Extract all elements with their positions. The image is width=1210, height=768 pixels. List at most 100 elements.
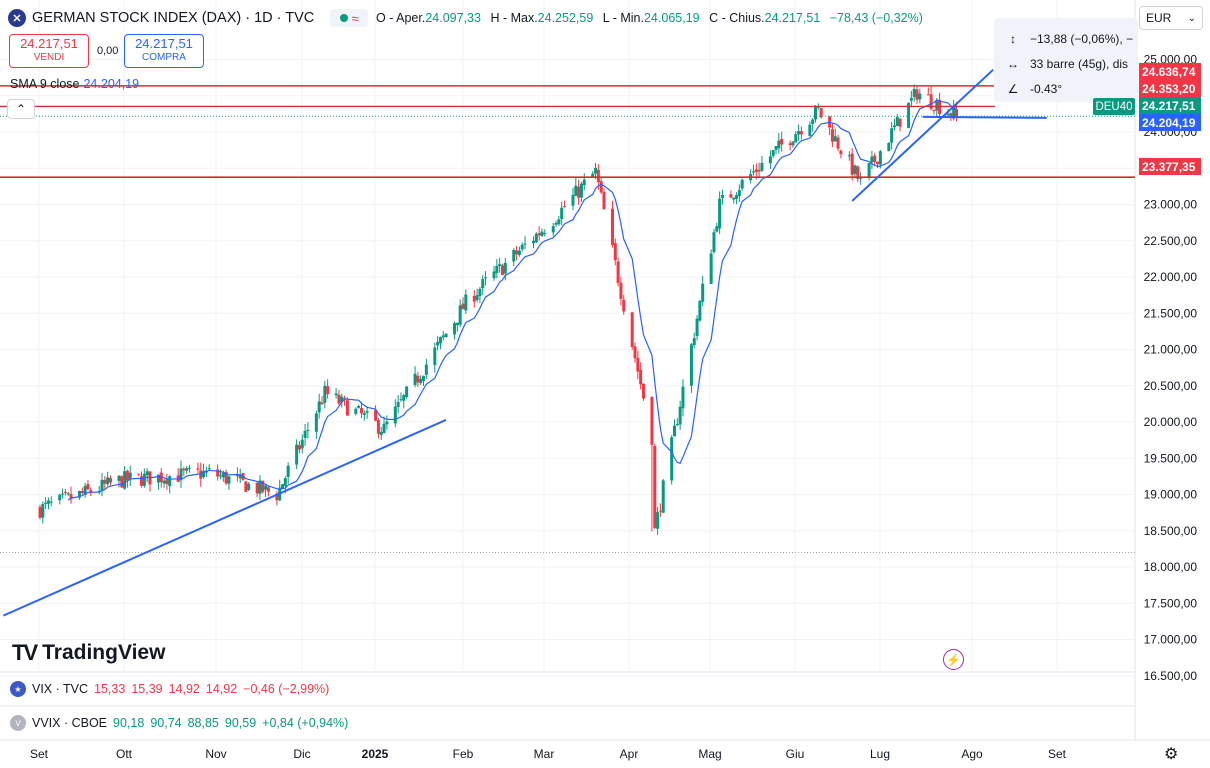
candle-body: [283, 478, 287, 486]
candle-body: [100, 479, 104, 492]
candle-body: [610, 208, 614, 245]
candle-body: [639, 370, 643, 385]
indicator-name: VIX · TVC: [32, 682, 89, 696]
candle-body: [661, 480, 665, 513]
candle-body: [261, 480, 265, 492]
sell-label: VENDI: [33, 52, 65, 63]
y-tick-label: 19.000,00: [1144, 488, 1198, 502]
candle-body: [932, 110, 936, 112]
buy-button[interactable]: 24.217,51 COMPRA: [124, 34, 204, 68]
candle-body: [656, 512, 660, 529]
candle-body: [455, 322, 459, 326]
sell-button[interactable]: 24.217,51 VENDI: [9, 34, 89, 68]
indicator-high: 90,74: [150, 716, 182, 730]
buy-label: COMPRA: [142, 52, 186, 63]
candle-body: [300, 439, 304, 449]
lightning-icon[interactable]: ⚡: [943, 649, 964, 670]
candle-body: [918, 93, 922, 100]
angle-icon: ∠: [1007, 82, 1019, 96]
candle-body: [819, 108, 823, 118]
x-tick-label: 2025: [362, 747, 389, 761]
currency-select[interactable]: EUR ⌄: [1139, 6, 1203, 30]
vvix-icon: V: [10, 715, 26, 731]
candles-group: [38, 84, 958, 535]
indicator-vvix[interactable]: V VVIX · CBOE 90,18 90,74 88,85 90,59 +0…: [10, 713, 348, 733]
price-range-icon: ↕: [1010, 32, 1016, 46]
candle-body: [839, 150, 843, 155]
candle-body: [281, 484, 285, 489]
collapse-legend-button[interactable]: ⌃: [7, 99, 35, 119]
candle-body: [596, 169, 600, 182]
candle-body: [393, 406, 397, 424]
candle-body: [650, 397, 654, 445]
candle-body: [492, 271, 496, 279]
candle-body: [416, 375, 420, 383]
low-label: L - Min.: [602, 11, 644, 25]
measure-angle: -0.43°: [1030, 82, 1063, 96]
tradingview-logo[interactable]: TV TradingView: [12, 640, 165, 666]
candle-body: [794, 134, 798, 143]
price-tag-last: 24.217,51: [1139, 97, 1201, 114]
candle-body: [720, 195, 724, 199]
candle-body: [458, 305, 462, 325]
candle-body: [218, 475, 222, 477]
candle-body: [523, 243, 527, 245]
candle-body: [757, 170, 761, 172]
candle-body: [137, 473, 141, 475]
candle-body: [836, 137, 840, 149]
candle-body: [500, 265, 504, 275]
candle-body: [362, 412, 366, 415]
y-tick-label: 16.500,00: [1144, 669, 1198, 683]
candle-body: [433, 347, 437, 366]
candle-body: [275, 493, 279, 501]
candle-body: [574, 185, 578, 196]
candle-body: [399, 399, 403, 401]
indicator-change: −0,46 (−2,99%): [243, 682, 330, 696]
candle-body: [106, 477, 110, 485]
candle-body: [422, 376, 426, 381]
candle-body: [405, 386, 409, 397]
x-tick-label: Ago: [961, 747, 983, 761]
candle-body: [830, 129, 834, 142]
candle-body: [622, 299, 626, 312]
candle-body: [264, 485, 268, 490]
candle-body: [89, 490, 93, 493]
x-tick-label: Giu: [786, 747, 805, 761]
x-tick-label: Nov: [205, 747, 226, 761]
symbol-title[interactable]: GERMAN STOCK INDEX (DAX) · 1D · TVC: [32, 10, 315, 26]
y-tick-label: 18.500,00: [1144, 524, 1198, 538]
candle-body: [754, 169, 758, 173]
candle-body: [811, 119, 815, 125]
candle-body: [633, 346, 637, 359]
candle-body: [376, 420, 380, 434]
candle-body: [306, 429, 310, 431]
candle-body: [630, 312, 634, 348]
candle-body: [63, 491, 67, 493]
candle-body: [185, 468, 189, 471]
measure-bars: 33 barre (45g), dis: [1030, 57, 1129, 71]
candle-body: [715, 226, 719, 232]
candle-body: [244, 481, 248, 492]
candle-body: [760, 162, 764, 171]
market-open-icon: [339, 14, 348, 22]
candle-body: [560, 207, 564, 220]
candle-body: [436, 341, 440, 346]
candle-body: [768, 156, 772, 164]
indicator-high: 15,39: [131, 682, 163, 696]
candle-body: [537, 233, 541, 236]
candle-body: [128, 472, 132, 479]
x-tick-label: Feb: [453, 747, 474, 761]
market-status-badge[interactable]: ≈: [330, 9, 369, 27]
candle-body: [673, 425, 676, 437]
high-value: 24.252,59: [537, 11, 594, 25]
candle-body: [890, 128, 894, 143]
candle-body: [613, 243, 617, 261]
candle-body: [498, 264, 502, 267]
candle-body: [540, 231, 544, 236]
settings-gear-icon[interactable]: ⚙: [1164, 746, 1179, 763]
candle-body: [438, 337, 442, 344]
symbol-tag: DEU40: [1093, 98, 1135, 115]
indicator-vix[interactable]: ★ VIX · TVC 15,33 15,39 14,92 14,92 −0,4…: [10, 679, 329, 699]
sma-legend[interactable]: SMA 9 close 24.204,19: [10, 77, 139, 91]
